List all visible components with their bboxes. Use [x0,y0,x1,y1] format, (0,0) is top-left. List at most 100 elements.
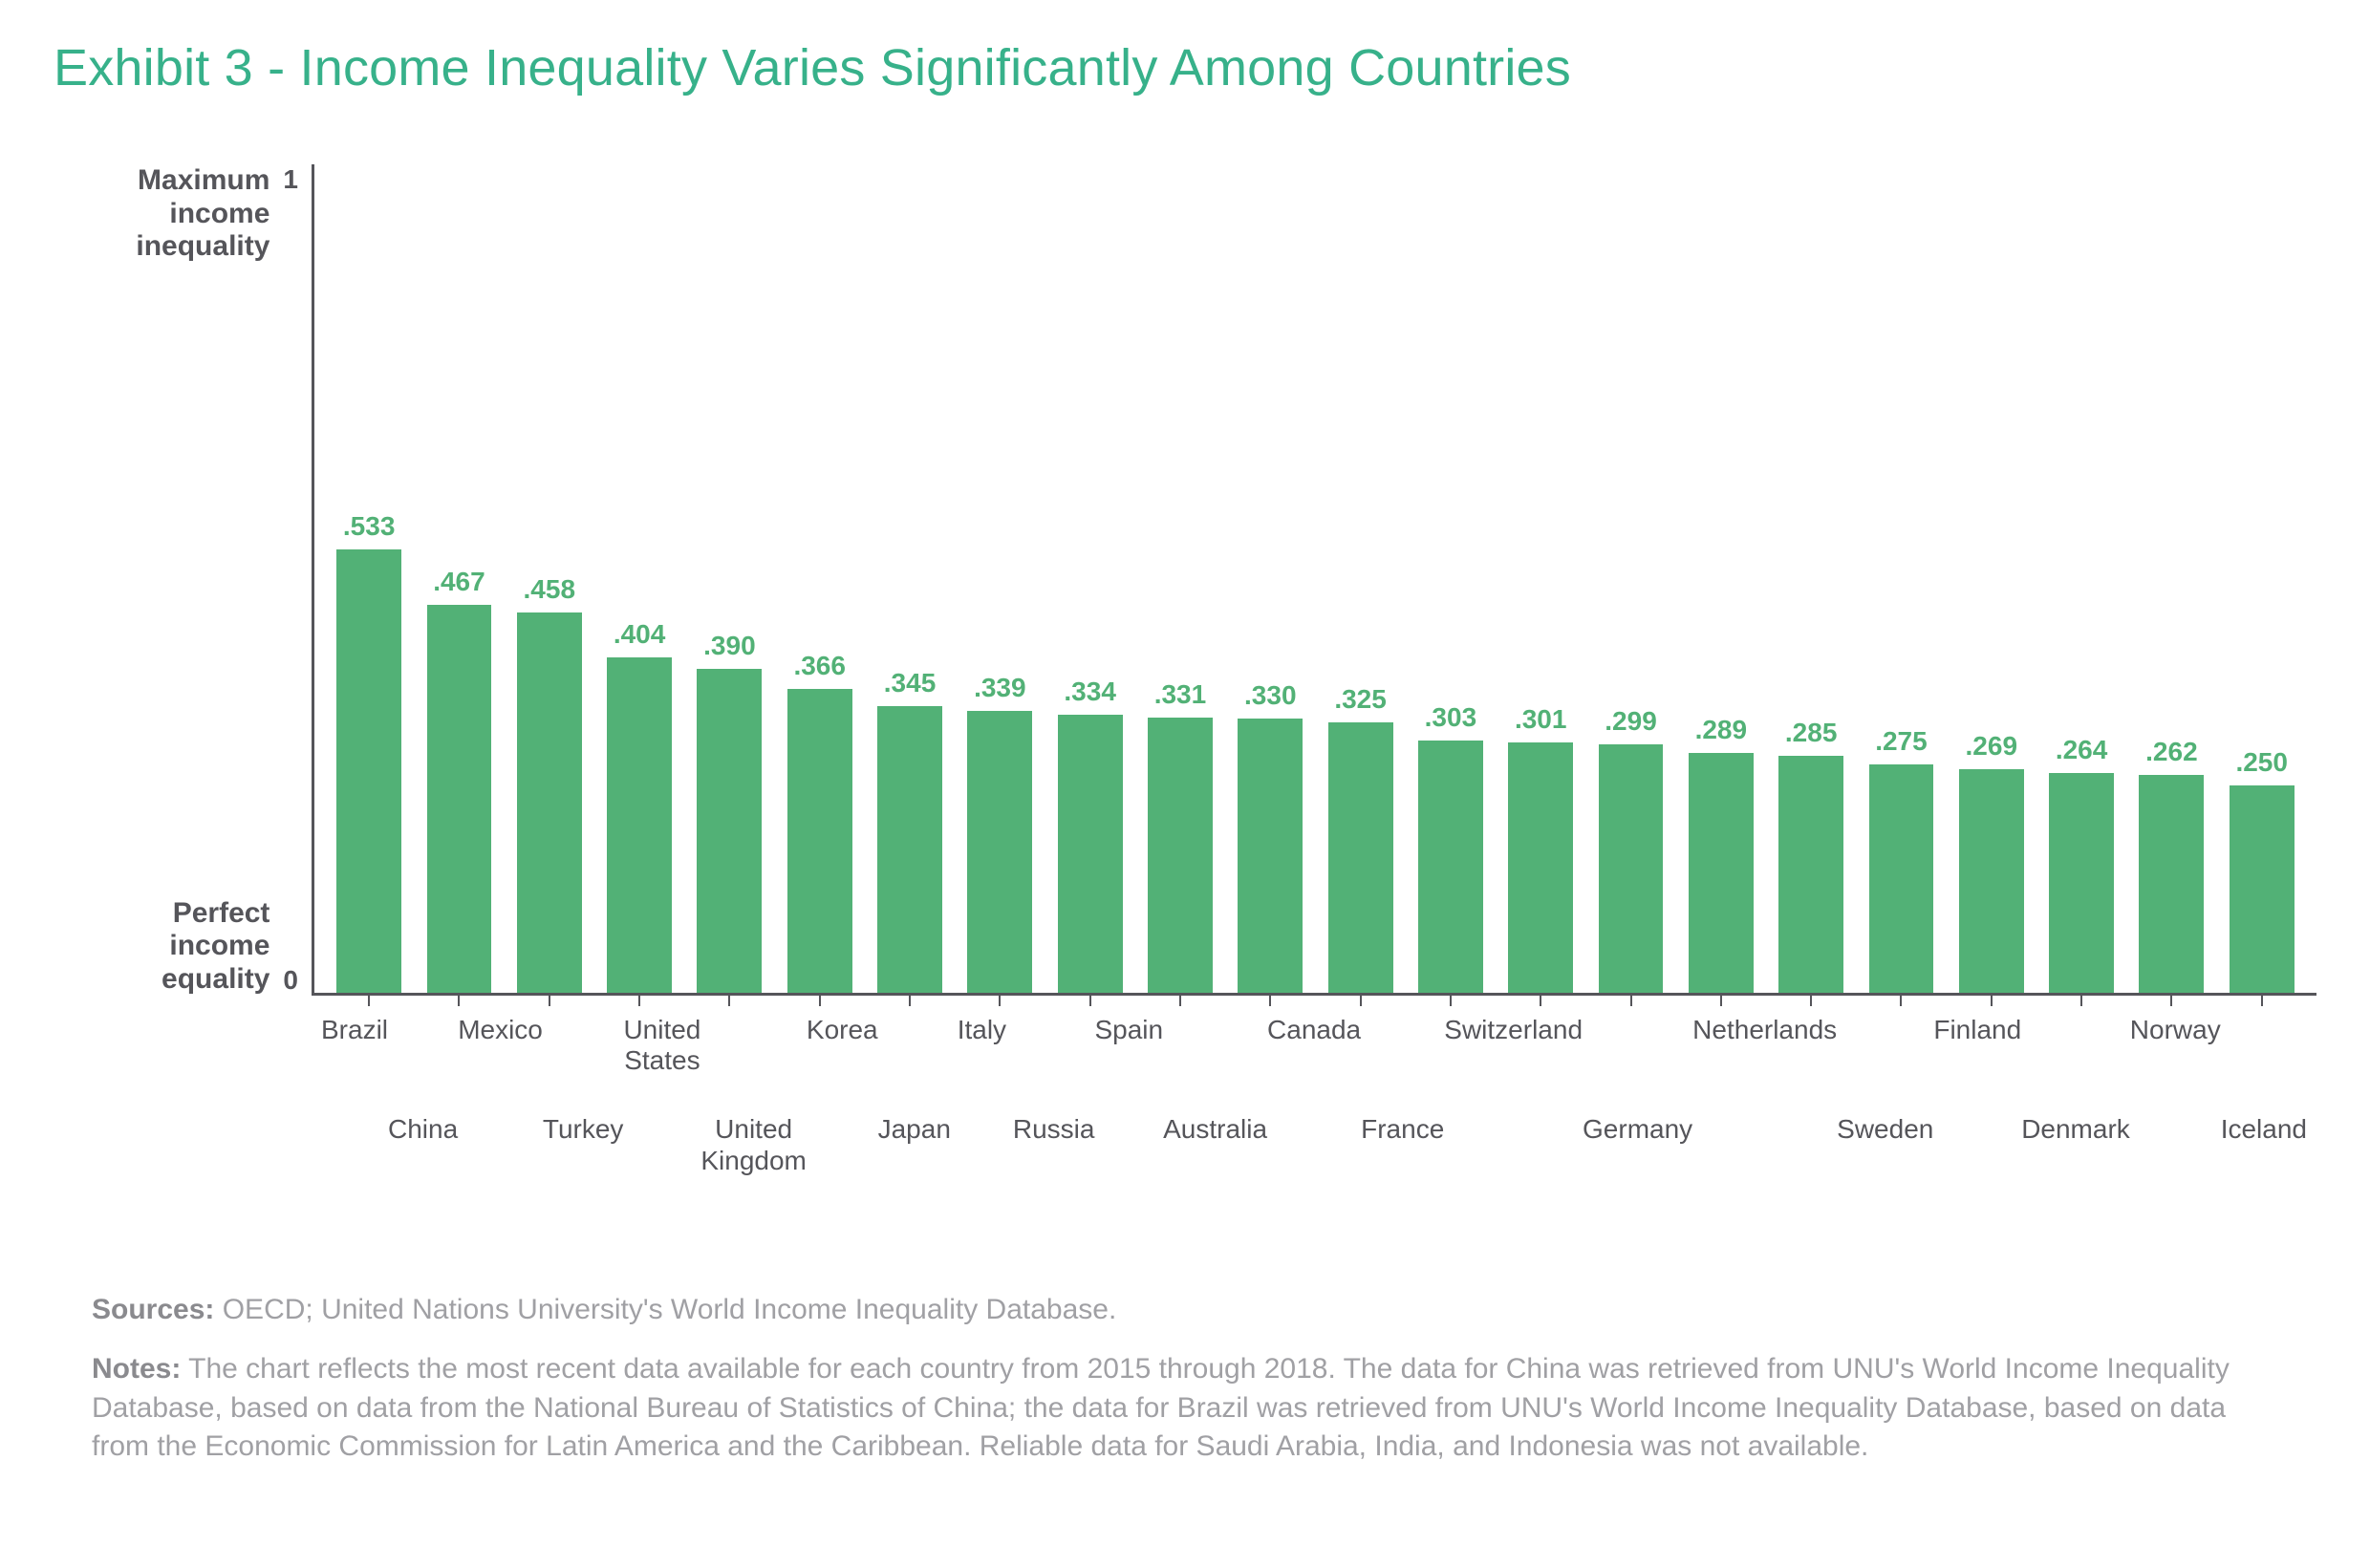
bar: .289 [1689,753,1754,993]
y-axis: Maximumincomeinequality 1 Perfectincomee… [92,164,312,996]
bar-value-label: .325 [1334,684,1387,715]
bar-value-label: .345 [884,668,937,698]
bar: .325 [1328,722,1393,993]
bars-container: .533.467.458.404.390.366.345.339.334.331… [314,164,2316,993]
x-axis-row-1: BrazilChinaMexicoTurkeyUnitedStatesUnite… [312,1015,2316,1076]
bar-slot: .330 [1225,719,1315,993]
bar: .366 [787,689,852,993]
x-axis-label: France [1361,1114,1444,1175]
bar-value-label: .334 [1064,677,1116,707]
bar-value-label: .330 [1244,680,1297,711]
bar-slot: .533 [324,549,414,993]
x-axis-label: Canada [1267,1015,1361,1076]
x-tick [2261,993,2263,1006]
x-tick [1269,993,1271,1006]
x-tick [2080,993,2082,1006]
bar-value-label: .275 [1875,726,1928,757]
bar-slot: .299 [1585,744,1675,993]
y-axis-top-label: Maximumincomeinequality [136,164,269,264]
notes-text: The chart reflects the most recent data … [92,1353,2230,1462]
bar: .250 [2230,785,2295,994]
plot-axes: .533.467.458.404.390.366.345.339.334.331… [312,164,2316,996]
x-axis-label: Iceland [2221,1114,2307,1175]
bar: .285 [1778,756,1843,993]
bar-value-label: .285 [1785,718,1838,748]
bar-slot: .269 [1947,769,2036,993]
x-axis-label: Finland [1933,1015,2021,1076]
bar: .390 [697,669,762,993]
bar: .458 [517,612,582,993]
x-tick [2170,993,2172,1006]
bar-slot: .366 [775,689,865,993]
x-tick [1540,993,1541,1006]
bar: .334 [1058,715,1123,993]
y-axis-bottom-tick: 0 [283,965,298,996]
bar: .264 [2049,773,2114,993]
x-tick [1089,993,1091,1006]
x-tick [638,993,640,1006]
bar-value-label: .289 [1695,715,1748,745]
bar-value-label: .331 [1154,679,1207,710]
bar: .330 [1238,719,1303,993]
bar-slot: .289 [1676,753,1766,993]
x-tick [999,993,1001,1006]
sources-line: Sources: OECD; United Nations University… [92,1291,2240,1330]
bar-slot: .458 [505,612,594,993]
bar-slot: .339 [955,711,1045,993]
x-tick [819,993,821,1006]
bar-slot: .264 [2036,773,2126,993]
chart-footer: Sources: OECD; United Nations University… [92,1291,2240,1467]
x-tick [1810,993,1812,1006]
bar: .467 [427,605,492,993]
x-axis-label: Sweden [1837,1114,1933,1175]
x-axis-label: Norway [2130,1015,2221,1076]
x-tick [1991,993,1993,1006]
x-tick [1360,993,1362,1006]
x-axis-label: Spain [1094,1015,1163,1076]
bar-slot: .285 [1766,756,1856,993]
bar: .262 [2139,775,2204,993]
bar-value-label: .533 [343,511,396,542]
y-axis-top-tick: 1 [283,164,298,195]
bar-value-label: .458 [524,574,576,605]
x-axis-row-2: BrazilChinaMexicoTurkeyUnitedStatesUnite… [312,1114,2316,1175]
bar: .275 [1869,764,1934,993]
bar-slot: .262 [2126,775,2216,993]
x-axis-label: Netherlands [1692,1015,1837,1076]
x-tick [458,993,460,1006]
bar-slot: .345 [865,706,955,993]
x-tick [368,993,370,1006]
bar: .404 [607,657,672,993]
x-tick [1630,993,1632,1006]
notes-label: Notes: [92,1353,181,1385]
bar-slot: .467 [414,605,504,993]
notes-line: Notes: The chart reflects the most recen… [92,1350,2240,1467]
sources-text: OECD; United Nations University's World … [214,1294,1116,1325]
x-axis-label: Russia [1013,1114,1095,1175]
bar-slot: .275 [1856,764,1946,993]
bar-value-label: .390 [703,631,756,661]
x-axis-label: Australia [1163,1114,1267,1175]
x-tick [549,993,550,1006]
bar-slot: .390 [684,669,774,993]
x-tick [909,993,911,1006]
bar-value-label: .262 [2145,737,2198,767]
bar-slot: .301 [1496,742,1585,993]
bar-value-label: .250 [2235,747,2288,778]
bar: .331 [1148,718,1213,993]
bar: .303 [1418,741,1483,993]
bar-value-label: .339 [974,673,1026,703]
bar: .339 [967,711,1032,993]
x-axis-label: Italy [951,1015,1013,1076]
x-tick [1900,993,1902,1006]
x-axis-label: Turkey [543,1114,624,1175]
x-axis-label: Denmark [2021,1114,2130,1175]
x-tick [728,993,730,1006]
bar-value-label: .299 [1605,706,1657,737]
bar-slot: .334 [1045,715,1135,993]
bar: .269 [1959,769,2024,993]
bar-slot: .331 [1135,718,1225,993]
x-axis-label: Germany [1583,1114,1692,1175]
bar-slot: .250 [2217,785,2307,994]
bar-slot: .303 [1406,741,1496,993]
